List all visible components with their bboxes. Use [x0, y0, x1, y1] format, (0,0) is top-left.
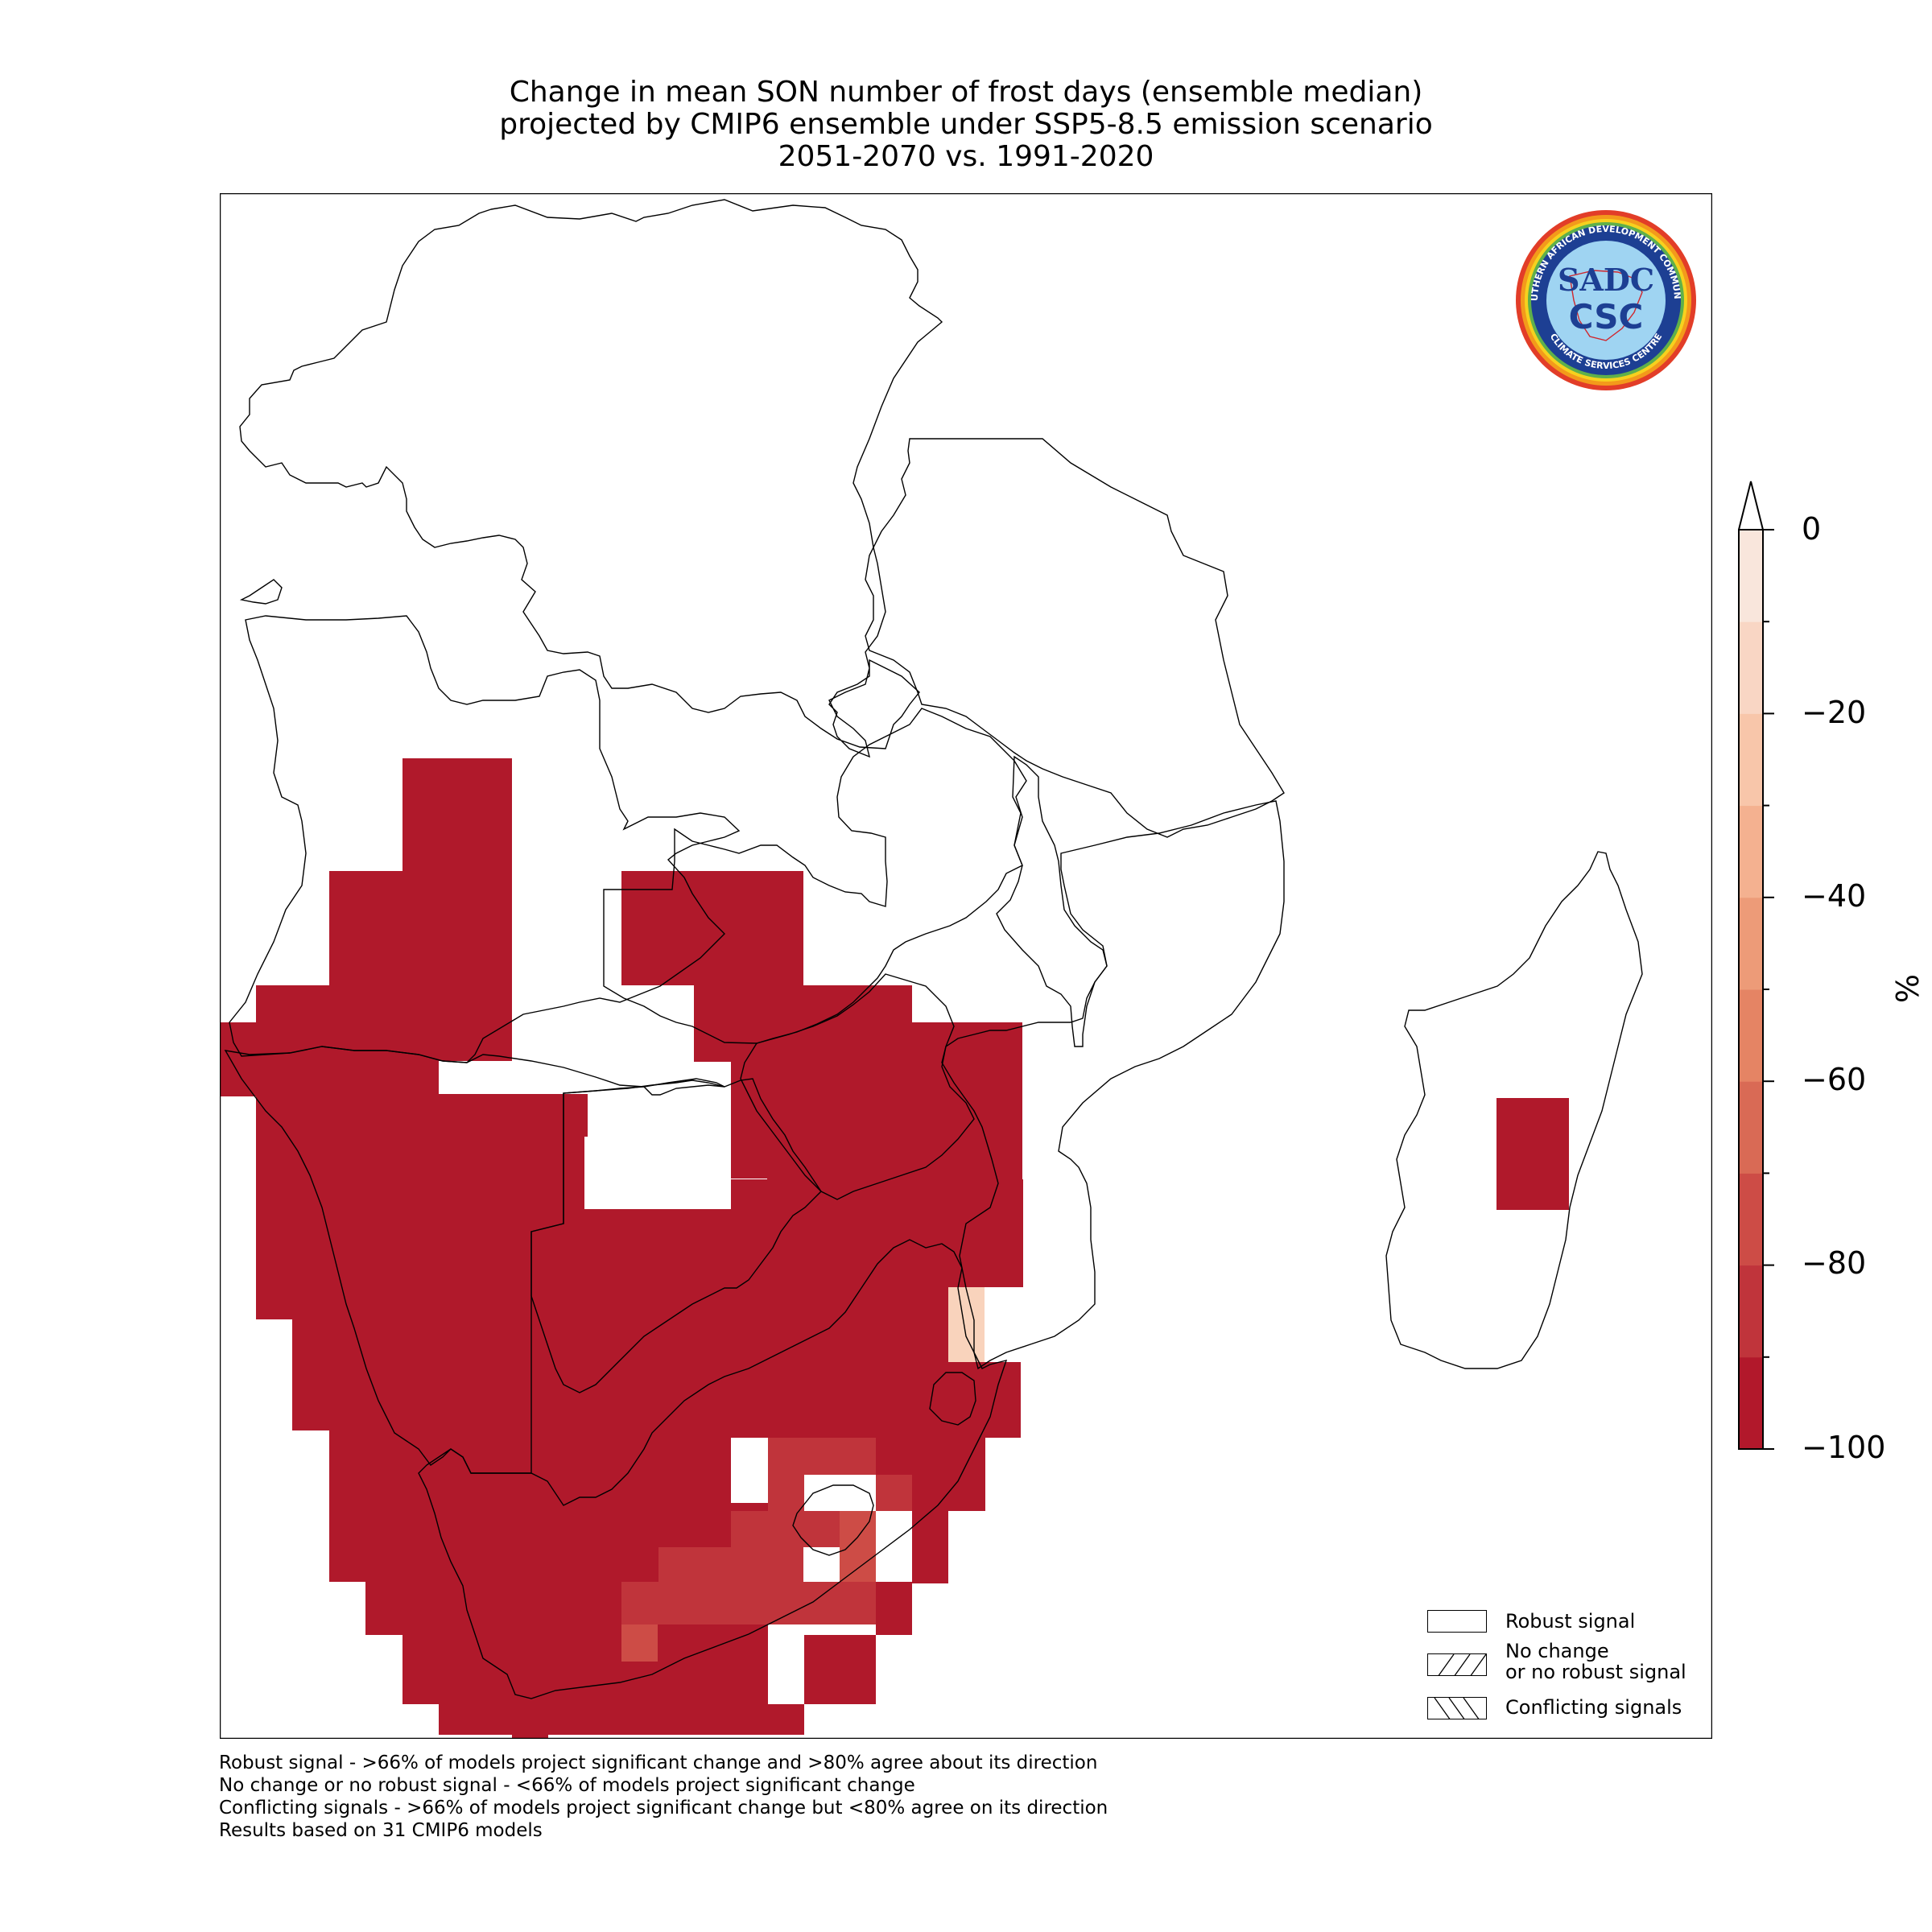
country-borders: [224, 199, 1643, 1699]
colorbar-band: [1739, 1081, 1763, 1174]
outline-south-africa: [418, 1239, 1008, 1699]
grid-cell: [621, 1582, 876, 1624]
legend-swatch-robust: [1427, 1610, 1487, 1633]
colorbar-frame: [1738, 481, 1774, 1450]
grid-cell: [731, 1370, 948, 1438]
grid-cell: [876, 1582, 912, 1635]
grid-cell: [256, 1061, 439, 1094]
grid-cell: [804, 1635, 876, 1704]
colorbar-band: [1739, 805, 1763, 898]
grid-cell: [876, 1438, 985, 1475]
legend-swatch-no-change: [1427, 1653, 1487, 1676]
grid-cell: [912, 1511, 948, 1583]
grid-cell: [512, 1094, 588, 1137]
grid-cell: [876, 1475, 912, 1511]
grid-cell: [256, 1209, 731, 1319]
grid-cell: [621, 1624, 658, 1662]
outline-mozambique: [941, 800, 1285, 1370]
colorbar-tick-100: −100: [1802, 1430, 1886, 1465]
grid-cell: [256, 985, 512, 1061]
colorbar-band: [1739, 989, 1763, 1082]
title-line-2: projected by CMIP6 ensemble under SSP5-8…: [499, 108, 1433, 141]
footnote-4: Results based on 31 CMIP6 models: [219, 1820, 543, 1841]
grid-cell: [768, 1475, 804, 1511]
footnote-3: Conflicting signals - >66% of models pro…: [219, 1798, 1108, 1818]
data-grid: [220, 758, 1569, 1739]
outline-zambia: [603, 708, 1027, 1044]
legend-text-robust: Robust signal: [1505, 1610, 1636, 1633]
grid-cell: [731, 1134, 767, 1179]
footnote-1: Robust signal - >66% of models project s…: [219, 1752, 1098, 1773]
outline-lesotho: [792, 1484, 874, 1556]
legend-text-conflicting: Conflicting signals: [1505, 1696, 1682, 1719]
grid-cell: [402, 1635, 768, 1704]
outline-malawi: [996, 755, 1108, 1047]
grid-cell: [1496, 1098, 1569, 1210]
colorbar-tick-20: −20: [1802, 695, 1867, 730]
grid-cell: [292, 1319, 731, 1430]
grid-cell: [731, 1511, 840, 1547]
signal-legend: Robust signal No change or no robust sig…: [1427, 1608, 1709, 1729]
footnotes: Robust signal - >66% of models project s…: [219, 1752, 1108, 1842]
grid-cell: [220, 1022, 256, 1096]
grid-cell: [840, 1547, 876, 1582]
colorbar-band: [1739, 1173, 1763, 1266]
grid-cell: [621, 871, 803, 985]
grid-cell: [768, 1438, 876, 1475]
title-line-1: Change in mean SON number of frost days …: [509, 76, 1423, 109]
colorbar-tick-0: 0: [1802, 511, 1822, 547]
outline-angola: [229, 615, 741, 1063]
colorbar-band: [1739, 621, 1763, 714]
legend-swatch-conflicting: [1427, 1697, 1487, 1719]
outline-cabinda: [239, 579, 283, 605]
outline-madagascar: [1385, 851, 1643, 1369]
grid-cell: [439, 1704, 804, 1735]
grid-cell: [767, 1099, 876, 1179]
title-line-3: 2051-2070 vs. 1991-2020: [778, 140, 1154, 173]
grid-cell: [876, 1134, 1022, 1179]
legend-text-no-change-2: or no robust signal: [1505, 1661, 1686, 1683]
grid-cell: [948, 1287, 985, 1362]
colorbar-band: [1739, 1265, 1763, 1358]
footnote-2: No change or no robust signal - <66% of …: [219, 1775, 915, 1796]
logo-sadc: SADC: [1558, 262, 1654, 298]
outline-eswatini: [929, 1372, 976, 1426]
outline-botswana: [530, 1078, 822, 1393]
grid-cell: [512, 1735, 548, 1739]
legend-text-no-change-1: No change: [1505, 1640, 1609, 1662]
outline-tanzania: [865, 438, 1285, 838]
grid-cell: [876, 985, 912, 1134]
outline-zimbabwe: [740, 973, 975, 1200]
colorbar-tick-40: −40: [1802, 878, 1867, 914]
logo-map-icon: [1569, 270, 1643, 341]
colorbar-band: [1739, 530, 1763, 622]
grid-cell: [840, 1511, 876, 1547]
chart-title: Change in mean SON number of frost days …: [217, 76, 1715, 173]
colorbar-band: [1739, 713, 1763, 807]
colorbar-tick-80: −80: [1802, 1245, 1867, 1281]
colorbar-band: [1739, 897, 1763, 990]
outline-drc: [239, 199, 943, 758]
grid-cell: [694, 985, 876, 1062]
logo-csc: CSC: [1569, 297, 1644, 336]
grid-cell: [731, 1287, 948, 1370]
grid-cell: [948, 1362, 1021, 1438]
colorbar-tick-60: −60: [1802, 1062, 1867, 1097]
colorbar-band: [1739, 1356, 1763, 1450]
map-panel: [220, 193, 1712, 1739]
colorbar-unit-label: %: [1889, 974, 1924, 1004]
grid-cell: [658, 1547, 803, 1582]
grid-cell: [329, 1430, 731, 1503]
sadc-csc-logo: SOUTHERN AFRICAN DEVELOPMENT COMMUNITY C…: [1513, 208, 1696, 390]
